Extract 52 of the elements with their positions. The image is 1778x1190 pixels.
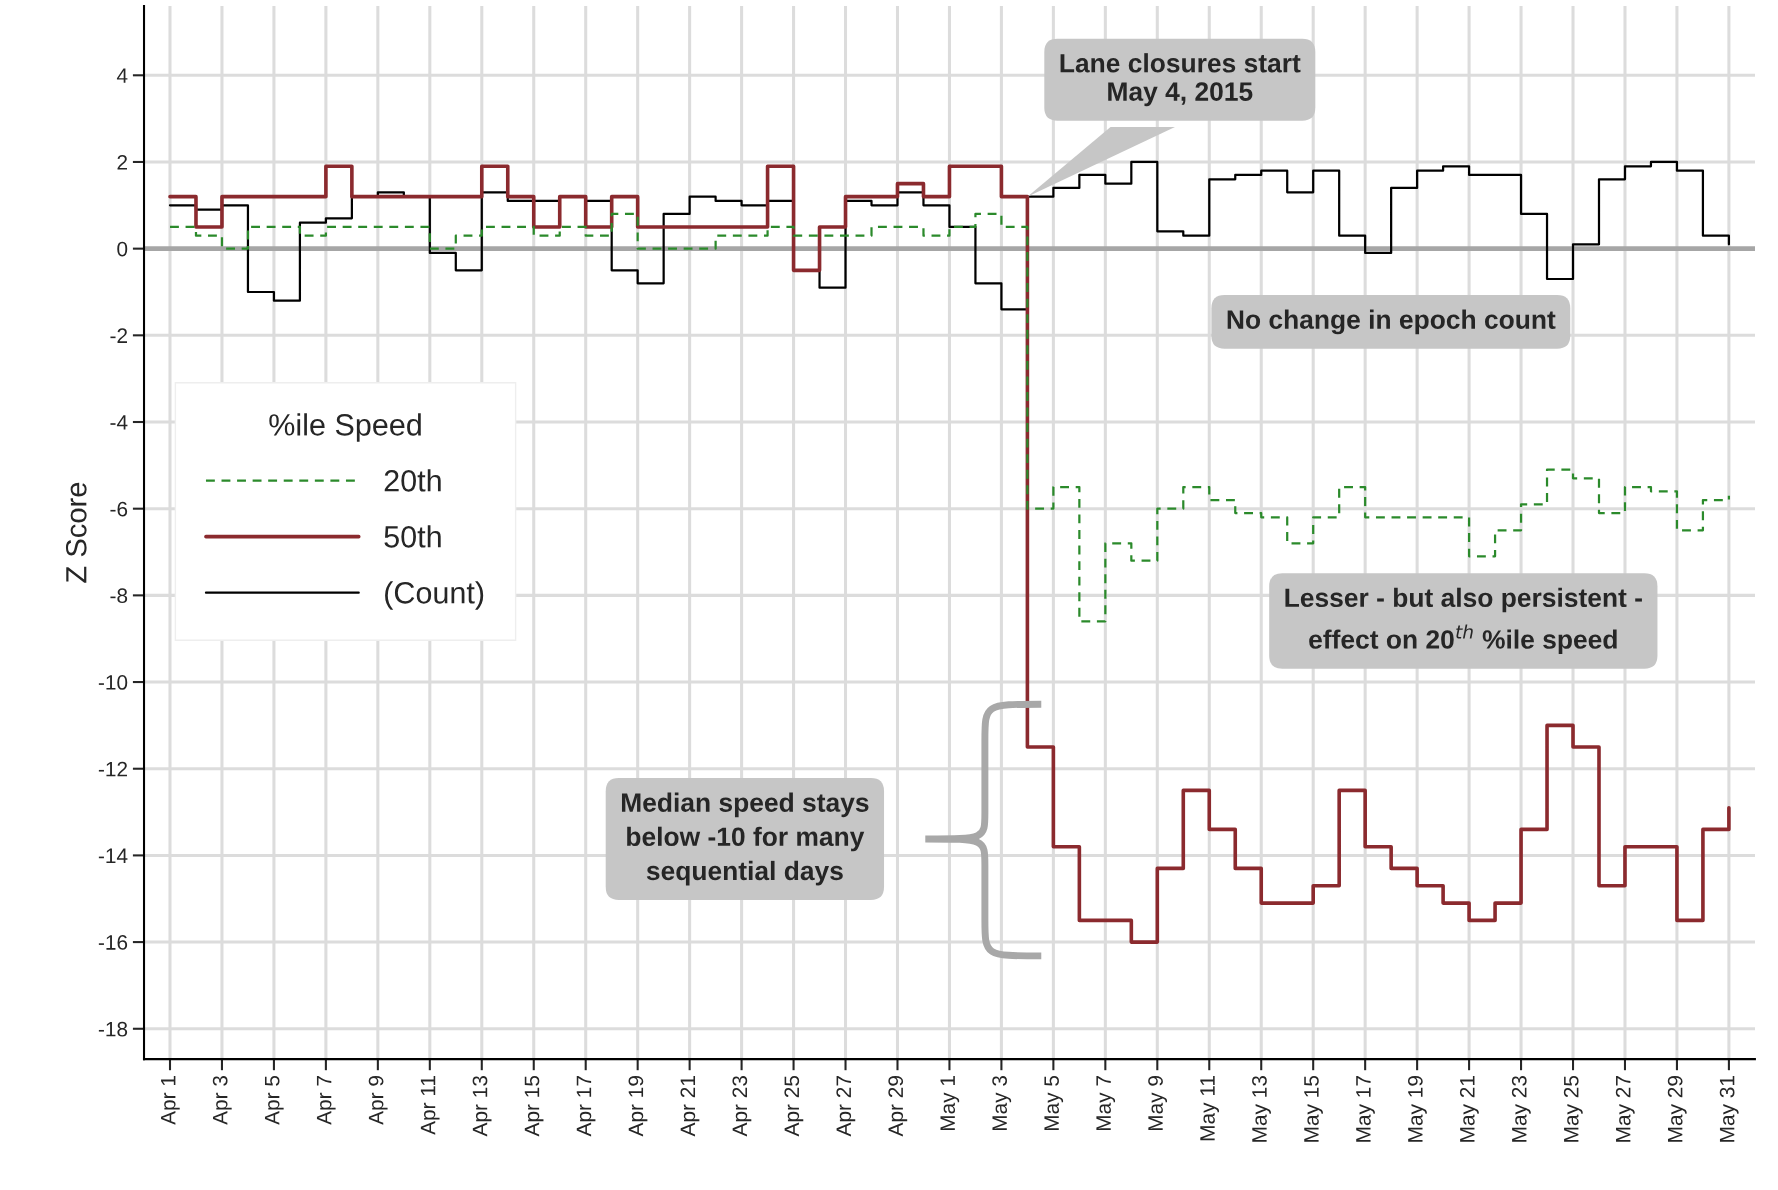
x-tick-label: Apr 5: [264, 1075, 284, 1125]
y-tick-label: -10: [98, 675, 128, 690]
x-tick-label: Apr 23: [732, 1075, 752, 1137]
x-tick-label: Apr 13: [472, 1075, 492, 1137]
x-tick-label: May 5: [1044, 1075, 1064, 1131]
x-tick-label: Apr 15: [524, 1075, 544, 1137]
x-tick-label: May 11: [1200, 1076, 1219, 1141]
y-tick-label: 2: [117, 154, 127, 170]
x-tick-label: May 21: [1459, 1076, 1479, 1142]
legend-label: 20th: [384, 469, 441, 492]
annotation: Lesser - but also persistent - effect on 20$^{th}$ %ile speed: [1285, 587, 1642, 655]
x-tick-label: Apr 27: [836, 1076, 856, 1137]
y-tick-label: -6: [110, 501, 128, 517]
x-tick-label: May 23: [1511, 1075, 1531, 1142]
y-tick-label: 0: [117, 241, 128, 257]
x-tick-label: Apr 9: [368, 1076, 388, 1125]
annotation: Lane closures start May 4, 2015: [1060, 53, 1301, 107]
y-tick-label: -12: [98, 761, 127, 777]
x-tick-label: May 1: [940, 1076, 960, 1131]
y-tick-label: 4: [116, 68, 128, 83]
x-tick-label: May 25: [1563, 1075, 1583, 1142]
x-tick-label: May 19: [1407, 1076, 1427, 1142]
x-tick-label: Apr 25: [784, 1075, 804, 1137]
x-tick-label: May 29: [1667, 1076, 1687, 1142]
x-tick-label: Apr 3: [212, 1075, 232, 1125]
x-tick-label: May 3: [992, 1075, 1012, 1131]
legend-label: 50th: [384, 525, 441, 548]
y-tick-label: -14: [98, 848, 128, 863]
x-tick-label: May 15: [1304, 1075, 1323, 1142]
annotation: No change in epoch count: [1227, 309, 1556, 335]
legend-label: (Count): [385, 581, 484, 610]
x-tick-label: Apr 11: [420, 1076, 440, 1135]
x-tick-label: Apr 21: [680, 1076, 700, 1137]
x-tick-label: Apr 1: [161, 1076, 180, 1125]
y-tick-label: -16: [98, 935, 128, 950]
y-tick-label: -18: [98, 1021, 128, 1037]
x-tick-label: May 27: [1615, 1076, 1635, 1142]
y-tick-label: -2: [110, 328, 127, 343]
y-tick-label: -8: [110, 588, 128, 604]
x-tick-label: Apr 7: [316, 1076, 336, 1125]
x-tick-label: May 17: [1356, 1076, 1375, 1142]
x-tick-label: May 7: [1096, 1076, 1116, 1131]
x-tick-label: Apr 17: [576, 1076, 596, 1137]
x-tick-label: Apr 29: [888, 1076, 908, 1137]
annotation: Median speed stays below -10 for many sequential days: [621, 792, 869, 886]
x-tick-label: May 9: [1148, 1076, 1168, 1131]
y-tick-label: -4: [110, 415, 128, 430]
x-tick-label: Apr 19: [628, 1076, 648, 1137]
legend-title: %ile Speed: [269, 413, 421, 442]
x-tick-label: May 13: [1252, 1075, 1271, 1142]
y-axis-title: Z Score: [65, 482, 87, 583]
x-tick-label: May 31: [1719, 1076, 1739, 1142]
